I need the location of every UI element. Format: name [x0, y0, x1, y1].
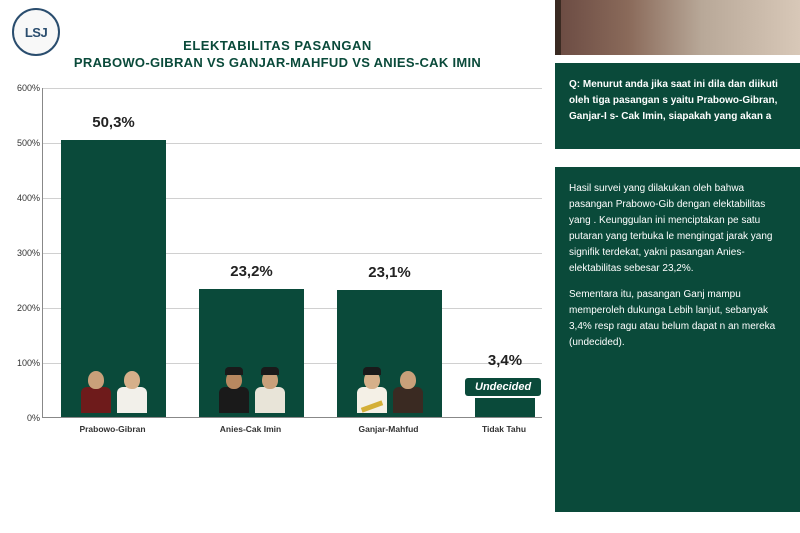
bar: 23,2% [199, 289, 304, 417]
title-pair2: GANJAR-MAHFUD [229, 55, 348, 70]
bar-value: 3,4% [488, 352, 522, 369]
candidate-avatar [115, 363, 149, 413]
right-panel: Q: Menurut anda jika saat ini dila dan d… [555, 0, 800, 533]
grid-line [43, 88, 542, 89]
title-vs2: VS [352, 55, 370, 70]
bar-group: 23,1% [337, 290, 442, 417]
x-label: Tidak Tahu [482, 424, 526, 434]
bar-value: 23,1% [368, 264, 411, 281]
candidate-avatar [391, 363, 425, 413]
y-tick: 100% [17, 358, 40, 368]
candidate-avatar [355, 363, 389, 413]
question-text: Q: Menurut anda jika saat ini dila dan d… [569, 79, 778, 122]
title-pair3: ANIES-CAK IMIN [374, 55, 481, 70]
bar-group: 50,3% [61, 140, 166, 417]
x-label: Ganjar-Mahfud [359, 424, 419, 434]
x-label: Prabowo-Gibran [79, 424, 145, 434]
y-axis: 0%100%200%300%400%500%600% [12, 88, 40, 418]
y-tick: 300% [17, 248, 40, 258]
analysis-paragraph-1: Hasil survei yang dilakukan oleh bahwa p… [569, 181, 786, 277]
bar-value: 23,2% [230, 263, 273, 280]
y-tick: 400% [17, 193, 40, 203]
y-tick: 600% [17, 83, 40, 93]
bar: 50,3% [61, 140, 166, 417]
bar: 3,4% [475, 398, 535, 417]
bar: 23,1% [337, 290, 442, 417]
left-panel: LSJ ELEKTABILITAS PASANGAN PRABOWO-GIBRA… [0, 0, 555, 533]
chart-title: ELEKTABILITAS PASANGAN PRABOWO-GIBRAN VS… [10, 38, 545, 70]
title-line1: ELEKTABILITAS PASANGAN [30, 38, 525, 53]
title-line2: PRABOWO-GIBRAN VS GANJAR-MAHFUD VS ANIES… [30, 55, 525, 70]
title-pair1: PRABOWO-GIBRAN [74, 55, 203, 70]
candidate-avatar [79, 363, 113, 413]
candidate-avatar [217, 363, 251, 413]
y-tick: 200% [17, 303, 40, 313]
plot: 50,3%23,2%23,1%3,4%Undecided [42, 88, 542, 418]
analysis-paragraph-2: Sementara itu, pasangan Ganj mampu mempe… [569, 287, 786, 351]
analysis-box: Hasil survei yang dilakukan oleh bahwa p… [555, 167, 800, 512]
title-vs1: VS [207, 55, 225, 70]
chart-area: 0%100%200%300%400%500%600% 50,3%23,2%23,… [42, 88, 535, 478]
question-box: Q: Menurut anda jika saat ini dila dan d… [555, 63, 800, 149]
y-tick: 0% [27, 413, 40, 423]
undecided-badge: Undecided [465, 378, 541, 396]
bar-group: 3,4%Undecided [475, 398, 535, 417]
bar-value: 50,3% [92, 114, 135, 131]
bar-group: 23,2% [199, 289, 304, 417]
top-photo-strip [555, 0, 800, 55]
logo-text: LSJ [25, 25, 47, 40]
lsj-logo: LSJ [12, 8, 60, 56]
candidate-avatar [253, 363, 287, 413]
y-tick: 500% [17, 138, 40, 148]
x-label: Anies-Cak Imin [220, 424, 281, 434]
